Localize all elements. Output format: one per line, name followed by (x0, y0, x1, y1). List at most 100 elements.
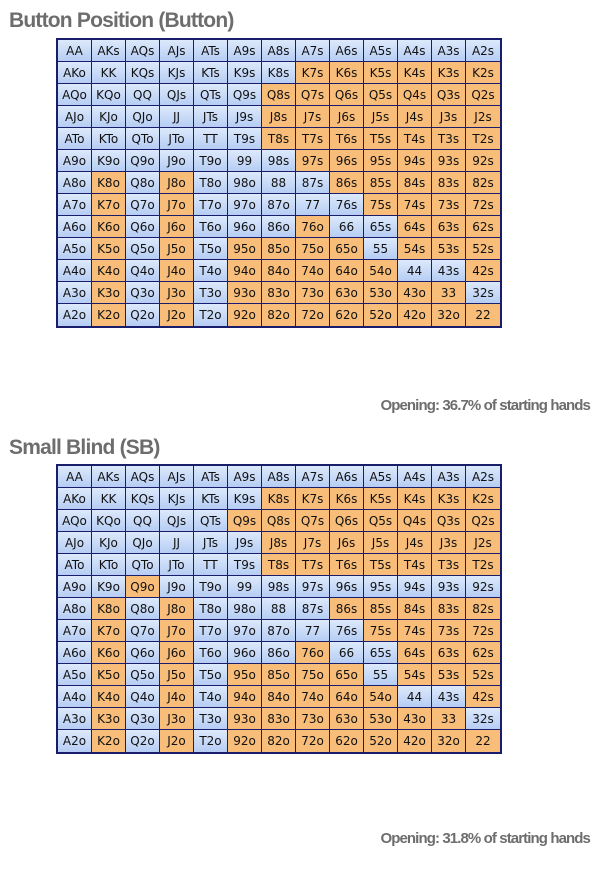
hand-cell-43o: 43o (398, 282, 432, 304)
hand-cell-a3s: A3s (432, 466, 466, 488)
hand-cell-a2o: A2o (58, 730, 92, 752)
hand-cell-t7o: T7o (194, 194, 228, 216)
hand-cell-t6s: T6s (330, 128, 364, 150)
hand-grid-row: A7o K7o Q7o J7o T7o 97o 87o 77 76s 75s 74s 73s 72s (58, 620, 500, 642)
hand-cell-a7s: A7s (296, 466, 330, 488)
hand-cell-k6o: K6o (92, 216, 126, 238)
hand-cell-kjo: KJo (92, 532, 126, 554)
hand-cell-95o: 95o (228, 664, 262, 686)
hand-cell-q9o: Q9o (126, 150, 160, 172)
hand-cell-87s: 87s (296, 598, 330, 620)
hand-cell-76o: 76o (296, 642, 330, 664)
hand-cell-q2s: Q2s (466, 84, 500, 106)
hand-cell-54s: 54s (398, 238, 432, 260)
hand-cell-72s: 72s (466, 620, 500, 642)
hand-cell-a6o: A6o (58, 216, 92, 238)
hand-cell-87s: 87s (296, 172, 330, 194)
hand-cell-j8o: J8o (160, 172, 194, 194)
hand-grid-row: A3o K3o Q3o J3o T3o 93o 83o 73o 63o 53o 43o 33 32s (58, 282, 500, 304)
hand-cell-q7s: Q7s (296, 510, 330, 532)
hand-cell-k3s: K3s (432, 488, 466, 510)
hand-cell-q3s: Q3s (432, 510, 466, 532)
hand-cell-j9o: J9o (160, 576, 194, 598)
hand-cell-j8s: J8s (262, 532, 296, 554)
hand-cell-83o: 83o (262, 282, 296, 304)
hand-cell-t3o: T3o (194, 282, 228, 304)
hand-cell-j6s: J6s (330, 106, 364, 128)
hand-cell-ato: ATo (58, 128, 92, 150)
hand-cell-66: 66 (330, 642, 364, 664)
hand-cell-62o: 62o (330, 730, 364, 752)
hand-cell-q4o: Q4o (126, 686, 160, 708)
hand-cell-64o: 64o (330, 260, 364, 282)
hand-cell-a2o: A2o (58, 304, 92, 326)
hand-cell-ajs: AJs (160, 466, 194, 488)
hand-cell-q6o: Q6o (126, 216, 160, 238)
hand-cell-77: 77 (296, 620, 330, 642)
hand-cell-83s: 83s (432, 172, 466, 194)
hand-cell-64o: 64o (330, 686, 364, 708)
hand-cell-k3o: K3o (92, 708, 126, 730)
hand-cell-86s: 86s (330, 172, 364, 194)
hand-cell-q8o: Q8o (126, 598, 160, 620)
hand-cell-k9o: K9o (92, 150, 126, 172)
hand-grid-row: AQo KQo QQ QJs QTs Q9s Q8s Q7s Q6s Q5s Q4s Q3s Q2s (58, 84, 500, 106)
hand-cell-84s: 84s (398, 172, 432, 194)
hand-grid-row: AA AKs AQs AJs ATs A9s A8s A7s A6s A5s A4s A3s A2s (58, 40, 500, 62)
hand-cell-t5o: T5o (194, 664, 228, 686)
hand-cell-52s: 52s (466, 238, 500, 260)
hand-cell-75o: 75o (296, 664, 330, 686)
hand-cell-t2s: T2s (466, 128, 500, 150)
hand-cell-j3o: J3o (160, 282, 194, 304)
hand-cell-85o: 85o (262, 664, 296, 686)
hand-cell-42s: 42s (466, 260, 500, 282)
hand-cell-q8s: Q8s (262, 510, 296, 532)
hand-cell-44: 44 (398, 260, 432, 282)
hand-cell-52o: 52o (364, 304, 398, 326)
hand-cell-aqo: AQo (58, 510, 92, 532)
hand-cell-a4s: A4s (398, 40, 432, 62)
hand-cell-kk: KK (92, 62, 126, 84)
hand-cell-a4o: A4o (58, 260, 92, 282)
hand-cell-q5s: Q5s (364, 84, 398, 106)
hand-cell-83s: 83s (432, 598, 466, 620)
small-blind-title: Small Blind (SB) (9, 436, 160, 459)
hand-cell-77: 77 (296, 194, 330, 216)
hand-cell-98o: 98o (228, 598, 262, 620)
hand-cell-a5s: A5s (364, 40, 398, 62)
hand-cell-a7o: A7o (58, 620, 92, 642)
hand-cell-a5o: A5o (58, 664, 92, 686)
hand-grid-row: ATo KTo QTo JTo TT T9s T8s T7s T6s T5s T4s T3s T2s (58, 554, 500, 576)
hand-grid-row: A4o K4o Q4o J4o T4o 94o 84o 74o 64o 54o 44 43s 42s (58, 686, 500, 708)
hand-cell-32o: 32o (432, 730, 466, 752)
hand-cell-jto: JTo (160, 128, 194, 150)
hand-cell-88: 88 (262, 598, 296, 620)
button-position-opening-label: Opening: 36.7% of starting hands (380, 397, 590, 414)
hand-cell-t6o: T6o (194, 216, 228, 238)
hand-cell-t8o: T8o (194, 598, 228, 620)
hand-cell-kts: KTs (194, 488, 228, 510)
hand-cell-43s: 43s (432, 260, 466, 282)
hand-cell-ako: AKo (58, 488, 92, 510)
hand-cell-42s: 42s (466, 686, 500, 708)
hand-cell-t8s: T8s (262, 128, 296, 150)
hand-cell-97o: 97o (228, 194, 262, 216)
hand-cell-83o: 83o (262, 708, 296, 730)
hand-cell-q2o: Q2o (126, 304, 160, 326)
hand-cell-j5s: J5s (364, 106, 398, 128)
hand-cell-t6o: T6o (194, 642, 228, 664)
hand-cell-53s: 53s (432, 238, 466, 260)
hand-cell-84o: 84o (262, 686, 296, 708)
hand-cell-j8s: J8s (262, 106, 296, 128)
hand-cell-86o: 86o (262, 216, 296, 238)
hand-cell-t3o: T3o (194, 708, 228, 730)
hand-cell-k2o: K2o (92, 730, 126, 752)
hand-cell-93s: 93s (432, 150, 466, 172)
hand-cell-ats: ATs (194, 466, 228, 488)
hand-cell-62o: 62o (330, 304, 364, 326)
hand-cell-84o: 84o (262, 260, 296, 282)
hand-cell-j7s: J7s (296, 106, 330, 128)
hand-cell-t4s: T4s (398, 128, 432, 150)
hand-cell-85s: 85s (364, 598, 398, 620)
hand-cell-52s: 52s (466, 664, 500, 686)
